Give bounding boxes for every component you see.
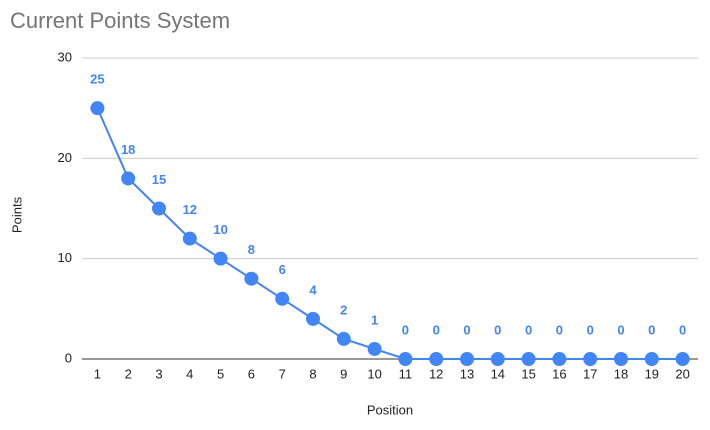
data-label: 0 — [556, 322, 563, 337]
y-axis-label: Points — [9, 196, 24, 233]
y-tick-label: 0 — [65, 350, 72, 365]
x-tick-label: 12 — [429, 366, 443, 381]
x-tick-label: 9 — [340, 366, 347, 381]
data-point — [306, 311, 320, 326]
x-tick-label: 20 — [675, 366, 689, 381]
data-label: 1 — [371, 312, 378, 327]
data-label: 18 — [121, 142, 135, 157]
data-point — [675, 352, 690, 366]
data-label: 12 — [183, 202, 197, 217]
x-tick-label: 18 — [614, 366, 628, 381]
data-point — [182, 231, 197, 246]
data-point — [121, 171, 136, 186]
data-label: 25 — [90, 72, 104, 87]
data-point — [152, 201, 166, 216]
x-tick-label: 17 — [583, 366, 597, 381]
data-label: 0 — [525, 322, 532, 337]
data-label: 15 — [152, 172, 166, 187]
x-tick-label: 1 — [94, 366, 101, 381]
data-point — [552, 352, 567, 366]
x-tick-label: 5 — [217, 366, 224, 381]
data-label: 0 — [494, 322, 501, 337]
data-point — [244, 271, 259, 286]
x-tick-label: 3 — [155, 366, 162, 381]
y-tick-label: 10 — [58, 250, 72, 265]
data-label: 10 — [213, 222, 227, 237]
data-point — [429, 352, 444, 366]
x-tick-label: 13 — [460, 366, 474, 381]
x-tick-label: 19 — [645, 366, 659, 381]
x-tick-label: 11 — [399, 366, 413, 381]
x-tick-label: 10 — [367, 366, 381, 381]
data-point — [367, 341, 382, 356]
x-tick-label: 8 — [309, 366, 316, 381]
data-label: 6 — [279, 262, 286, 277]
data-point — [336, 331, 351, 346]
x-tick-label: 2 — [125, 366, 132, 381]
data-label: 0 — [648, 322, 655, 337]
data-label: 2 — [340, 302, 347, 317]
data-label: 4 — [309, 282, 317, 297]
data-point — [583, 352, 598, 366]
data-point — [275, 291, 290, 306]
y-tick-label: 20 — [58, 150, 72, 165]
x-tick-label: 7 — [279, 366, 286, 381]
data-point — [614, 352, 628, 366]
data-point — [521, 352, 536, 366]
x-tick-label: 4 — [186, 366, 193, 381]
data-label: 0 — [617, 322, 624, 337]
x-tick-label: 15 — [521, 366, 535, 381]
chart-title: Current Points System — [10, 8, 230, 33]
data-label: 8 — [248, 242, 255, 257]
data-label: 0 — [402, 322, 409, 337]
data-point — [213, 251, 228, 266]
x-tick-label: 16 — [552, 366, 566, 381]
x-tick-label: 14 — [491, 366, 505, 381]
x-tick-label: 6 — [248, 366, 255, 381]
data-point — [490, 352, 505, 366]
data-label: 0 — [433, 322, 440, 337]
data-point — [460, 352, 474, 366]
data-label: 0 — [463, 322, 470, 337]
x-axis-label: Position — [367, 402, 413, 417]
data-point — [90, 101, 105, 116]
data-label: 0 — [679, 322, 686, 337]
y-tick-label: 30 — [58, 49, 72, 64]
data-label: 0 — [587, 322, 594, 337]
data-point — [398, 352, 413, 366]
data-point — [644, 352, 659, 366]
